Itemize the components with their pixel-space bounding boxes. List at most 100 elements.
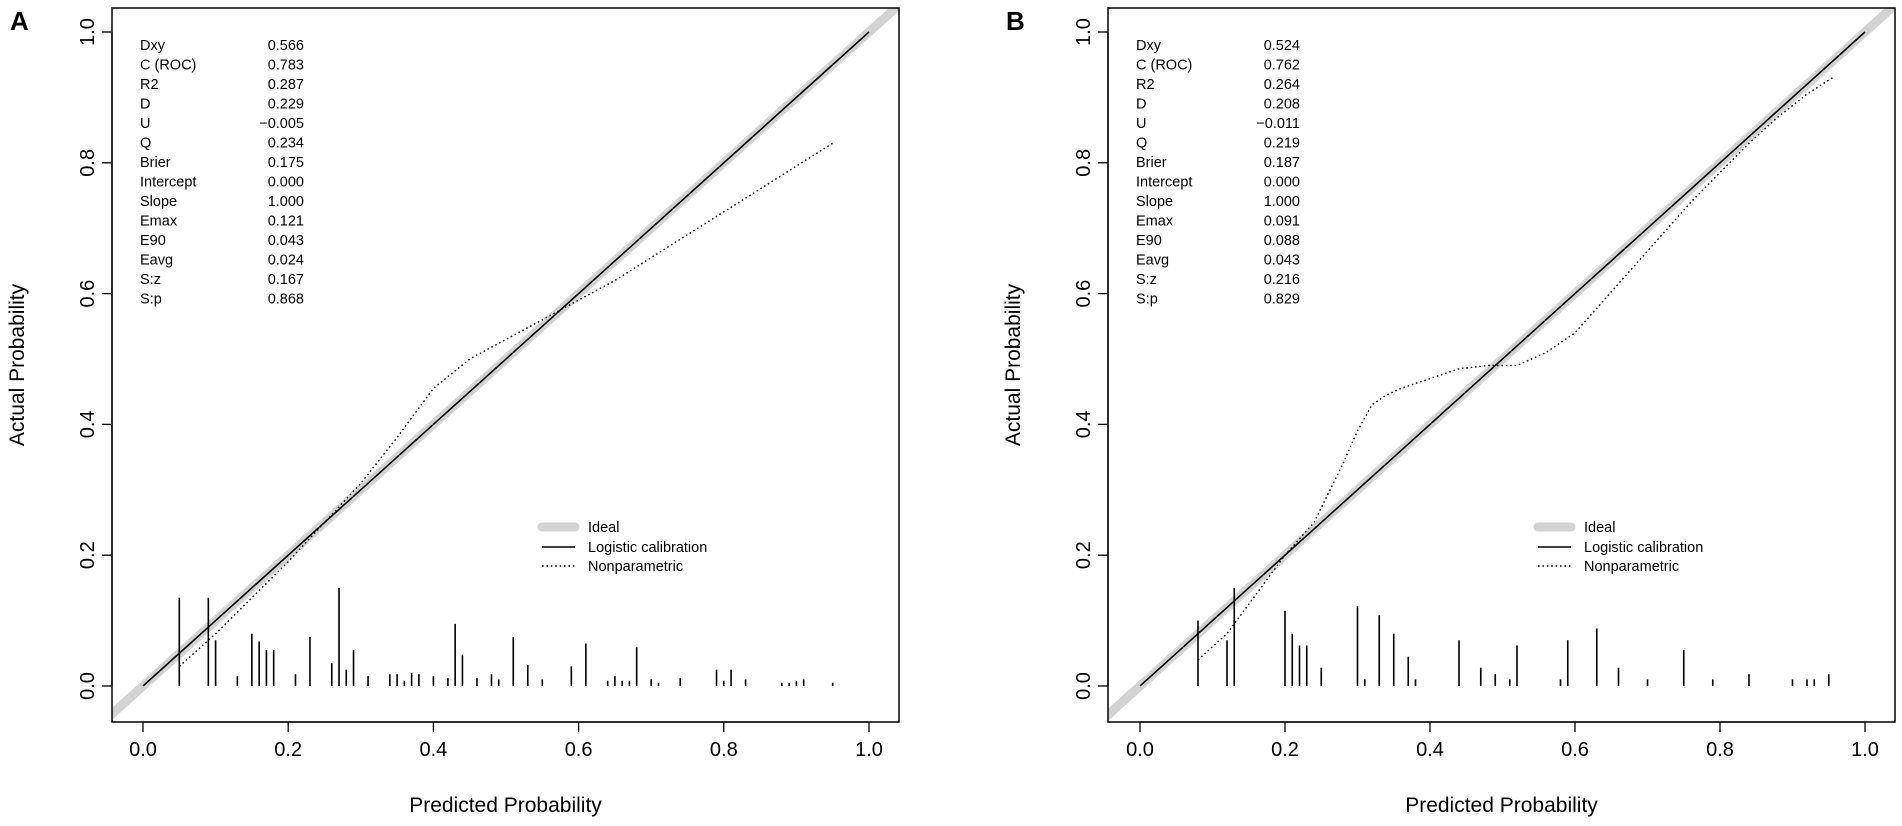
stat-name: D <box>1136 97 1146 113</box>
stat-value: 1.000 <box>268 194 304 210</box>
stat-name: R2 <box>1136 77 1155 93</box>
calibration-panel-b: B 0.0 0.2 0.4 0.6 0.8 1.0 0.0 0.2 0.4 0.6 0.8 1.0 Pre… <box>1002 6 1896 817</box>
x-tick-label: 0.0 <box>1126 739 1154 761</box>
x-tick-label: 0.4 <box>1416 739 1444 761</box>
stat-name: Eavg <box>140 253 173 269</box>
x-tick-label: 0.2 <box>1271 739 1299 761</box>
stat-value: 0.000 <box>1264 175 1300 191</box>
stat-name: Emax <box>1136 214 1174 230</box>
stat-value: 0.219 <box>1264 136 1300 152</box>
y-tick-label: 0.6 <box>1073 280 1095 308</box>
y-tick-label: 0.0 <box>77 672 99 700</box>
rug-plot <box>178 587 834 686</box>
stat-name: Eavg <box>1136 253 1169 269</box>
stats-table: Dxy 0.566 C (ROC) 0.783 R2 0.287 D 0.229 U −0.005… <box>140 38 304 308</box>
legend-nonparametric-label: Nonparametric <box>588 559 683 575</box>
stat-name: U <box>140 116 150 132</box>
y-tick-label: 1.0 <box>1073 18 1095 46</box>
stat-name: S:z <box>1136 272 1157 288</box>
stat-name: Emax <box>140 214 178 230</box>
stat-name: Slope <box>1136 194 1173 210</box>
y-tick-label: 0.2 <box>1073 541 1095 569</box>
panel-label: A <box>10 6 29 36</box>
legend: Ideal Logistic calibration Nonparametric <box>537 520 707 575</box>
stat-name: E90 <box>140 233 166 249</box>
stat-value: 0.187 <box>1264 155 1300 171</box>
stat-name: C (ROC) <box>140 58 196 74</box>
stat-name: Q <box>140 136 151 152</box>
stat-name: R2 <box>140 77 159 93</box>
x-tick-label: 0.6 <box>1561 739 1589 761</box>
x-axis: 0.0 0.2 0.4 0.6 0.8 1.0 <box>129 721 883 761</box>
stat-value: 0.175 <box>268 155 304 171</box>
logistic-calibration-line <box>1139 31 1866 687</box>
stat-value: 0.024 <box>268 253 304 269</box>
stat-value: 0.524 <box>1264 38 1300 54</box>
stat-name: S:p <box>140 292 162 308</box>
legend-logistic-label: Logistic calibration <box>588 540 707 556</box>
stat-value: 0.868 <box>268 292 304 308</box>
stat-value: 0.208 <box>1264 97 1300 113</box>
stat-value: 0.229 <box>268 97 304 113</box>
x-tick-label: 0.6 <box>565 739 593 761</box>
stat-value: 0.043 <box>268 233 304 249</box>
stat-name: Dxy <box>1136 38 1162 54</box>
legend-ideal-label: Ideal <box>1584 520 1615 536</box>
x-tick-label: 0.2 <box>274 739 302 761</box>
y-axis-title: Actual Probability <box>6 283 29 446</box>
stat-name: D <box>140 97 150 113</box>
y-tick-label: 0.4 <box>77 410 99 438</box>
stat-value: 0.000 <box>268 175 304 191</box>
x-axis-title: Predicted Probability <box>1405 794 1598 817</box>
stat-name: Q <box>1136 136 1147 152</box>
stat-name: S:z <box>140 272 161 288</box>
stat-value: −0.005 <box>259 116 304 132</box>
stat-name: S:p <box>1136 292 1158 308</box>
y-tick-label: 0.2 <box>77 541 99 569</box>
y-tick-label: 0.8 <box>77 149 99 177</box>
x-tick-label: 0.8 <box>1706 739 1734 761</box>
x-tick-label: 0.4 <box>419 739 447 761</box>
stat-name: Slope <box>140 194 177 210</box>
x-tick-label: 0.0 <box>129 739 157 761</box>
legend-nonparametric-label: Nonparametric <box>1584 559 1679 575</box>
stat-value: 1.000 <box>1264 194 1300 210</box>
stat-name: Intercept <box>140 175 196 191</box>
stat-value: 0.216 <box>1264 272 1300 288</box>
stat-value: 0.829 <box>1264 292 1300 308</box>
x-tick-label: 0.8 <box>710 739 738 761</box>
stats-table: Dxy 0.524 C (ROC) 0.762 R2 0.264 D 0.208 U −0.011… <box>1136 38 1300 308</box>
stat-value: −0.011 <box>1256 116 1300 132</box>
legend: Ideal Logistic calibration Nonparametric <box>1533 520 1703 575</box>
stat-value: 0.167 <box>268 272 304 288</box>
legend-logistic-label: Logistic calibration <box>1584 540 1703 556</box>
x-tick-label: 1.0 <box>855 739 883 761</box>
stat-name: Brier <box>140 155 171 171</box>
rug-plot <box>1197 587 1830 686</box>
y-tick-label: 0.0 <box>1073 672 1095 700</box>
stat-value: 0.121 <box>268 214 304 230</box>
y-axis: 0.0 0.2 0.4 0.6 0.8 1.0 <box>1073 18 1109 700</box>
stat-value: 0.264 <box>1264 77 1300 93</box>
nonparametric-curve <box>178 142 834 667</box>
stat-value: 0.234 <box>268 136 304 152</box>
y-tick-label: 1.0 <box>77 18 99 46</box>
y-tick-label: 0.6 <box>77 280 99 308</box>
stat-value: 0.783 <box>268 58 304 74</box>
stat-name: U <box>1136 116 1146 132</box>
calibration-panel-a: A 0.0 0.2 0.4 0.6 0.8 1.0 0.0 0.2 0.4 0.6 0.8 1.0 Pre… <box>6 6 900 817</box>
stat-value: 0.088 <box>1264 233 1300 249</box>
stat-value: 0.287 <box>268 77 304 93</box>
y-tick-label: 0.8 <box>1073 149 1095 177</box>
stat-name: Intercept <box>1136 175 1192 191</box>
stat-name: Dxy <box>140 38 166 54</box>
legend-ideal-label: Ideal <box>588 520 619 536</box>
x-tick-label: 1.0 <box>1851 739 1879 761</box>
logistic-calibration-line <box>142 31 870 687</box>
panel-label: B <box>1006 6 1025 36</box>
x-axis: 0.0 0.2 0.4 0.6 0.8 1.0 <box>1126 721 1879 761</box>
stat-name: E90 <box>1136 233 1162 249</box>
stat-value: 0.566 <box>268 38 304 54</box>
stat-value: 0.043 <box>1264 253 1300 269</box>
